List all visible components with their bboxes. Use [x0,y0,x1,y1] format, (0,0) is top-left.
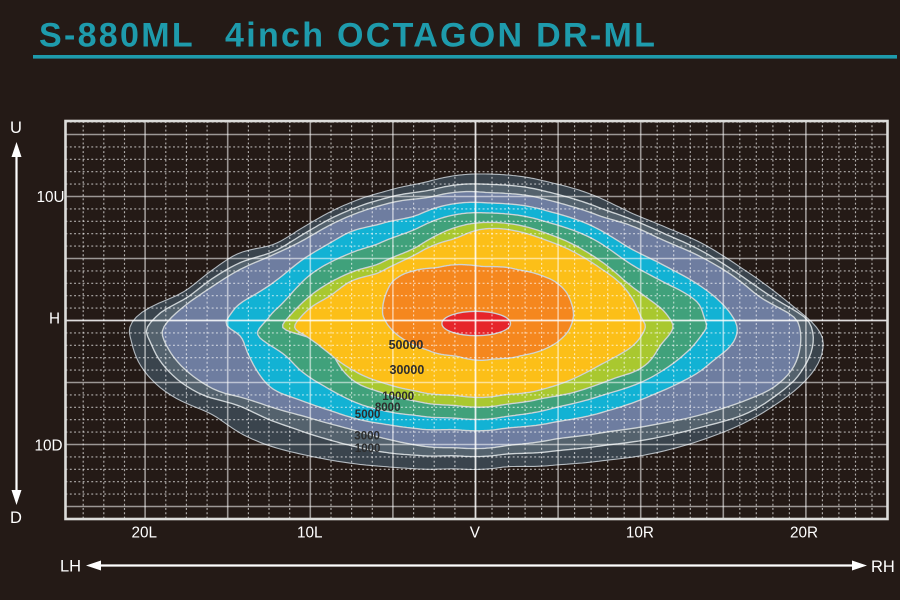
svg-text:D: D [10,509,22,527]
svg-text:H: H [49,310,60,327]
svg-text:RH: RH [871,558,895,576]
svg-text:LH: LH [60,558,81,576]
svg-text:1000: 1000 [355,443,381,455]
svg-text:U: U [10,119,22,137]
svg-text:20R: 20R [790,524,818,541]
svg-text:20L: 20L [132,524,158,541]
svg-text:5000: 5000 [355,409,381,421]
svg-text:10D: 10D [34,438,62,455]
svg-text:10L: 10L [297,524,323,541]
svg-text:10U: 10U [36,189,64,206]
svg-text:V: V [470,524,481,541]
svg-text:10000: 10000 [382,391,414,403]
svg-text:30000: 30000 [390,363,425,377]
svg-text:S-880ML: S-880ML [39,17,195,55]
svg-text:50000: 50000 [389,338,424,352]
svg-text:8000: 8000 [375,402,401,414]
svg-text:10R: 10R [626,524,654,541]
svg-text:3000: 3000 [354,431,380,443]
svg-text:4inch OCTAGON DR-ML: 4inch OCTAGON DR-ML [225,17,657,55]
